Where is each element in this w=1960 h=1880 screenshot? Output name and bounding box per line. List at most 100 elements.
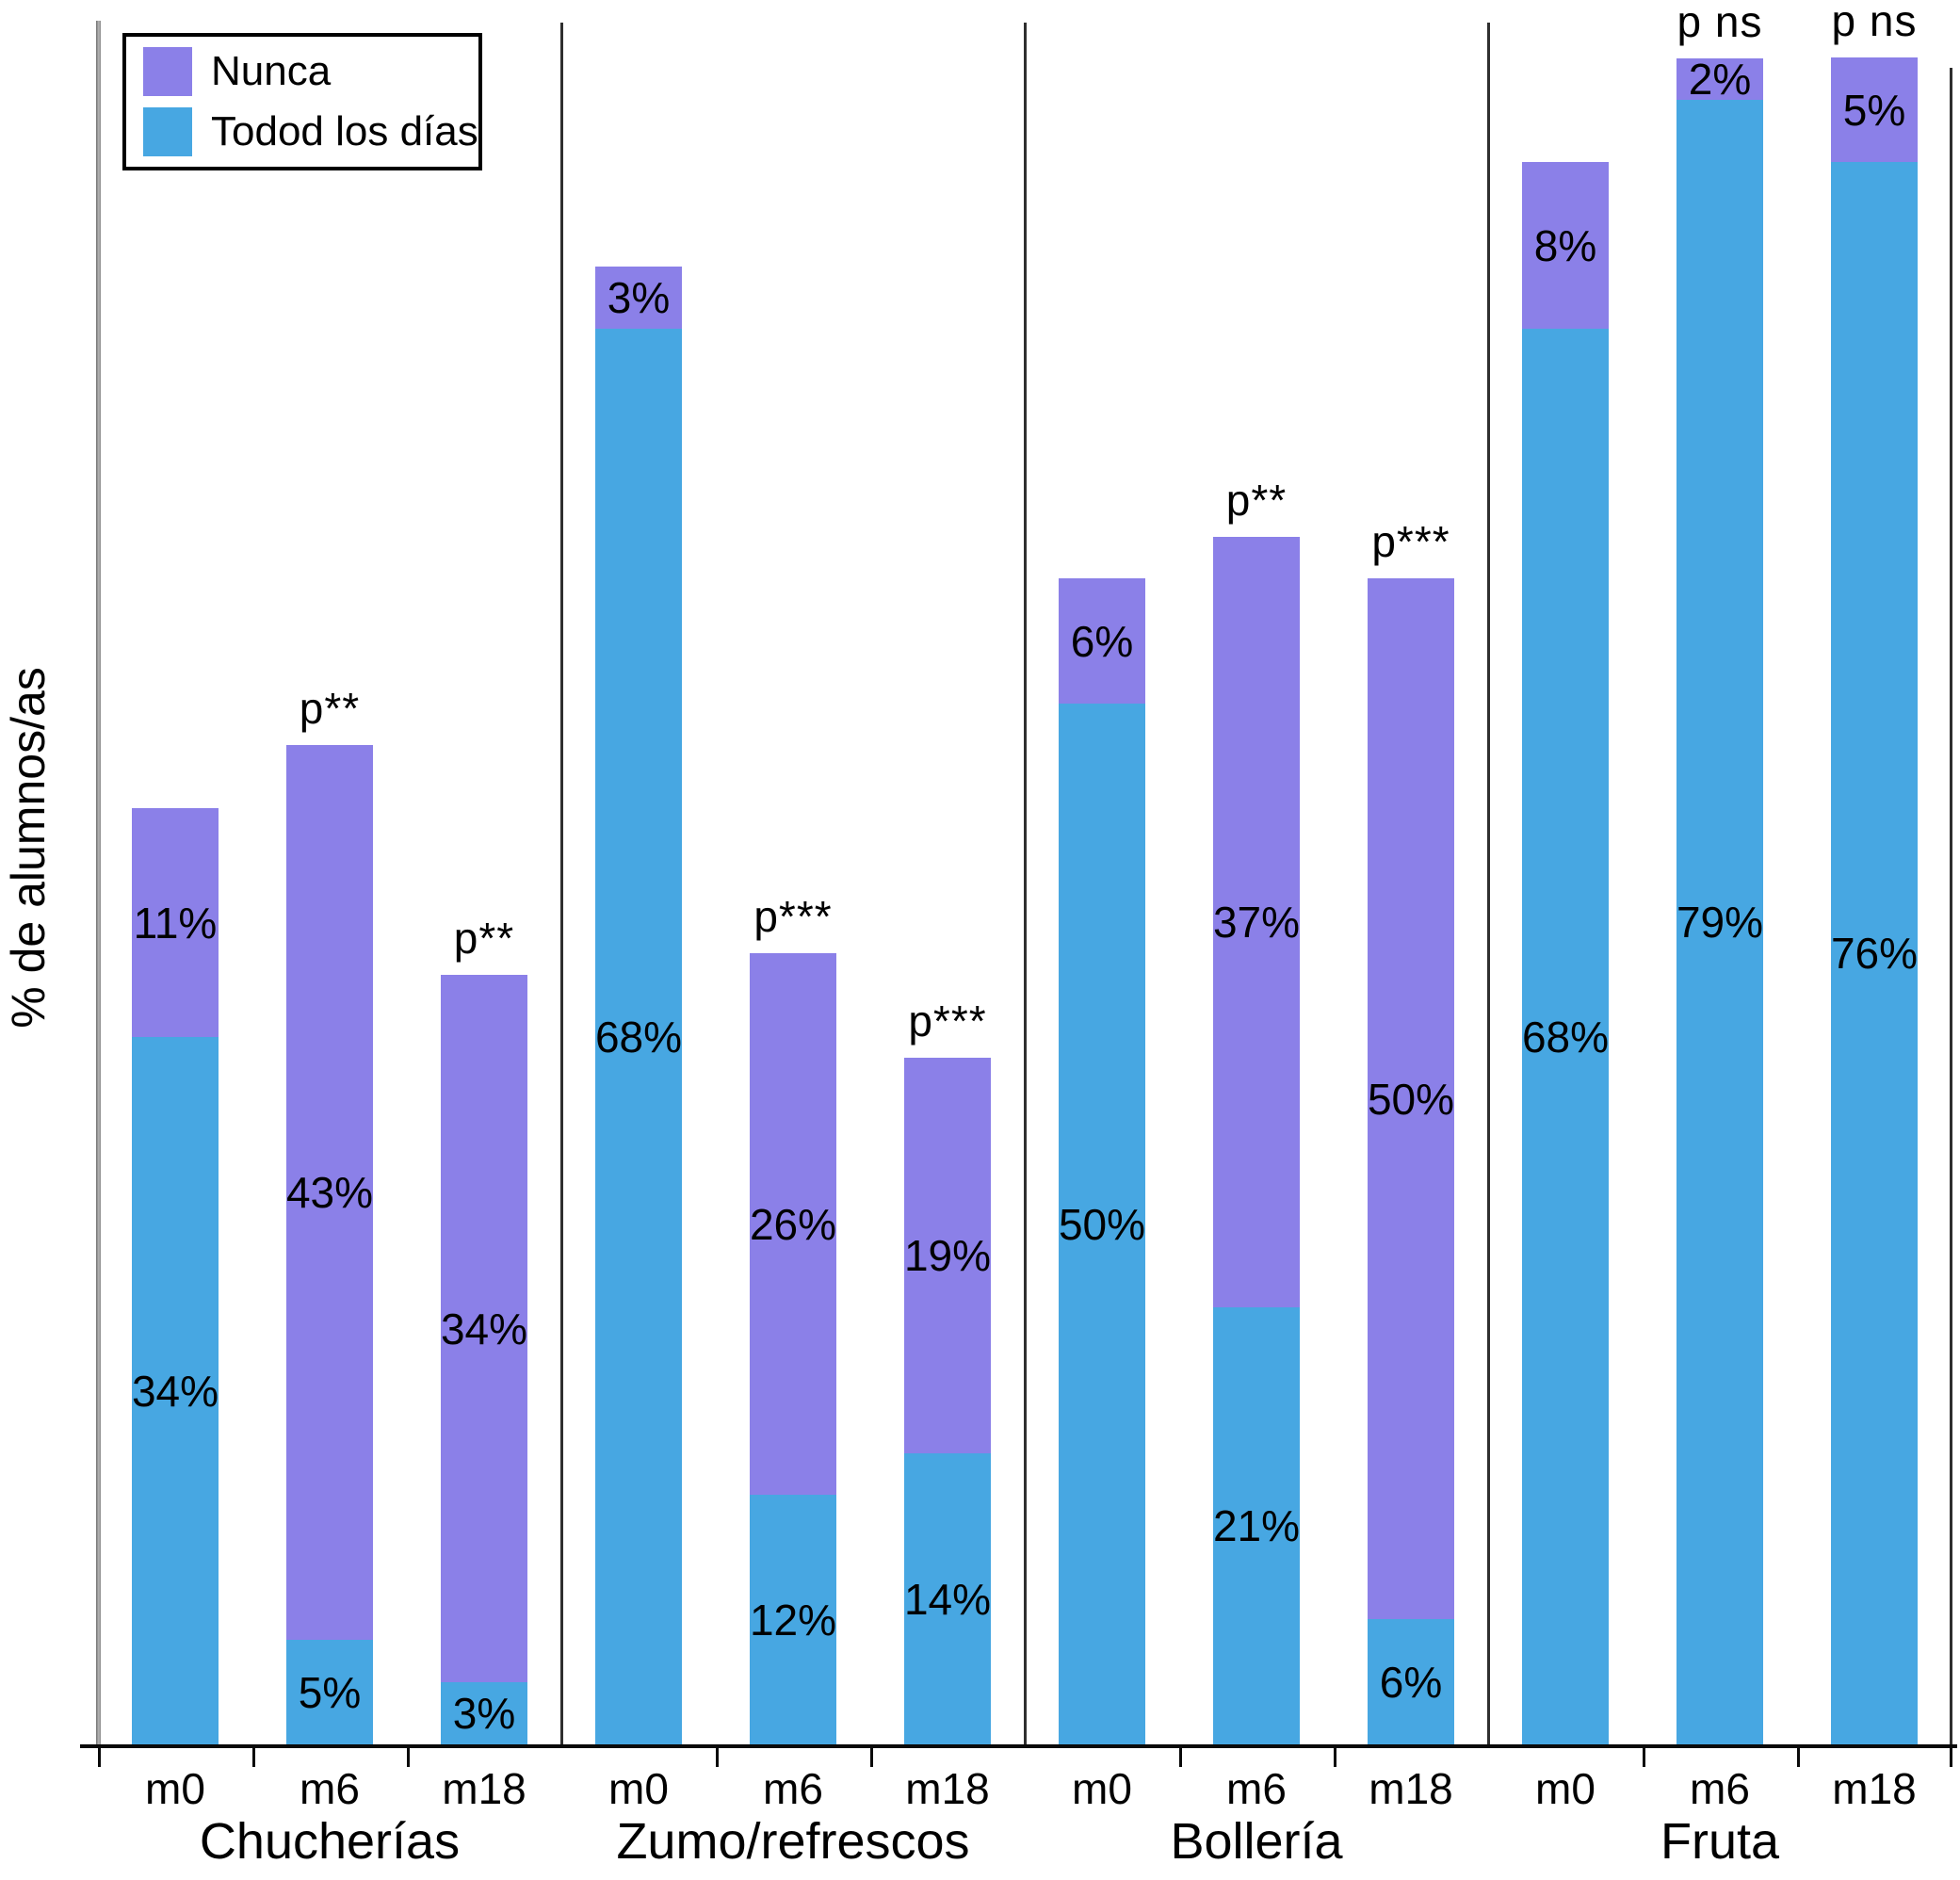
stacked-bar-Bollería-m6: 37% 21% — [1213, 537, 1300, 1744]
todos-value-label: 68% — [1521, 1012, 1610, 1062]
todos-segment: 6% — [1368, 1619, 1454, 1744]
stacked-bar-Zumo/refrescos-m18: 19% 14% — [904, 1058, 991, 1744]
x-axis-tick — [1797, 1748, 1800, 1767]
nunca-segment: 43% — [286, 745, 373, 1640]
group-label-Fruta: Fruta — [1660, 1813, 1780, 1870]
todos-segment: 12% — [750, 1495, 836, 1744]
x-tick-label-m6: m6 — [763, 1764, 823, 1813]
x-axis-tick — [1643, 1748, 1645, 1767]
todos-value-label: 76% — [1830, 929, 1919, 978]
nunca-color-swatch — [143, 47, 192, 96]
legend-label-nunca: Nunca — [211, 48, 332, 94]
todos-value-label: 21% — [1212, 1501, 1301, 1550]
nunca-value-label: 19% — [903, 1231, 992, 1280]
todos-segment: 50% — [1059, 704, 1145, 1744]
x-axis-tick — [716, 1748, 719, 1767]
stacked-bar-Chucherías-m18: 34% 3% — [441, 975, 527, 1744]
x-axis-tick — [1950, 1748, 1952, 1767]
todos-value-label: 12% — [749, 1595, 837, 1645]
y-axis-label: % de alumnos/as — [2, 667, 55, 1029]
x-tick-label-m18: m18 — [442, 1764, 526, 1813]
x-axis-tick — [1334, 1748, 1336, 1767]
stacked-bar-Fruta-m6: 2% 79% — [1677, 55, 1763, 1744]
x-tick-label-m0: m0 — [1535, 1764, 1596, 1813]
p-value-annotation: p*** — [753, 892, 833, 941]
x-tick-label-m0: m0 — [1072, 1764, 1132, 1813]
nunca-value-label: 6% — [1070, 616, 1134, 666]
nunca-segment: 50% — [1368, 578, 1454, 1619]
x-tick-label-m6: m6 — [300, 1764, 360, 1813]
nunca-value-label: 37% — [1212, 898, 1301, 947]
todos-segment: 68% — [1522, 329, 1609, 1744]
todos-value-label: 6% — [1379, 1657, 1443, 1707]
todos-value-label: 68% — [594, 1012, 683, 1062]
stacked-bar-Fruta-m0: 8% 68% — [1522, 162, 1609, 1744]
nunca-value-label: 8% — [1533, 220, 1597, 270]
nunca-segment: 6% — [1059, 578, 1145, 704]
legend-item-nunca: Nunca — [143, 47, 478, 96]
p-value-annotation: p** — [299, 684, 361, 733]
stacked-bar-Fruta-m18: 5% 76% — [1831, 57, 1918, 1744]
todos-segment: 3% — [441, 1682, 527, 1744]
x-tick-label-m18: m18 — [1369, 1764, 1453, 1813]
nunca-segment: 5% — [1831, 57, 1918, 162]
nunca-segment: 34% — [441, 975, 527, 1682]
nunca-value-label: 26% — [749, 1199, 837, 1249]
todos-value-label: 79% — [1676, 898, 1764, 947]
stacked-bar-Zumo/refrescos-m6: 26% 12% — [750, 953, 836, 1744]
x-axis-tick — [1179, 1748, 1182, 1767]
x-tick-label-m0: m0 — [608, 1764, 669, 1813]
p-value-annotation: p*** — [1371, 517, 1450, 566]
legend: Nunca Todod los días — [122, 33, 482, 170]
legend-item-todos: Todod los días — [143, 107, 478, 156]
nunca-value-label: 3% — [607, 273, 671, 322]
todos-segment: 79% — [1677, 100, 1763, 1744]
legend-label-todos: Todod los días — [211, 108, 478, 154]
todos-value-label: 5% — [298, 1667, 362, 1717]
todos-segment: 34% — [132, 1037, 219, 1744]
stacked-bar-Bollería-m0: 6% 50% — [1059, 578, 1145, 1744]
todos-value-label: 14% — [903, 1574, 992, 1624]
p-value-annotation: p ns — [1677, 0, 1763, 46]
nunca-segment: 11% — [132, 808, 219, 1037]
nunca-segment: 8% — [1522, 162, 1609, 329]
todos-value-label: 50% — [1058, 1199, 1146, 1249]
todos-color-swatch — [143, 107, 192, 156]
x-axis-line — [80, 1744, 1957, 1748]
stacked-bar-Zumo/refrescos-m0: 3% 68% — [595, 267, 682, 1744]
nunca-segment: 3% — [595, 267, 682, 329]
todos-segment: 14% — [904, 1453, 991, 1744]
group-divider — [560, 23, 563, 1744]
nunca-segment: 19% — [904, 1058, 991, 1453]
p-value-annotation: p** — [453, 914, 515, 963]
x-axis-tick — [870, 1748, 873, 1767]
todos-segment: 21% — [1213, 1307, 1300, 1744]
x-tick-label-m6: m6 — [1226, 1764, 1287, 1813]
todos-value-label: 3% — [452, 1689, 516, 1738]
x-axis-tick — [98, 1748, 101, 1767]
stacked-bar-Bollería-m18: 50% 6% — [1368, 578, 1454, 1744]
nunca-segment: 26% — [750, 953, 836, 1495]
nunca-value-label: 5% — [1842, 85, 1906, 135]
nunca-value-label: 11% — [133, 898, 218, 948]
x-tick-label-m18: m18 — [1832, 1764, 1917, 1813]
todos-segment: 68% — [595, 329, 682, 1744]
group-label-Chucherías: Chucherías — [199, 1813, 461, 1870]
x-axis-tick — [407, 1748, 410, 1767]
p-value-annotation: p ns — [1831, 0, 1918, 45]
y-axis-spine — [96, 21, 101, 1744]
todos-segment: 76% — [1831, 162, 1918, 1744]
x-tick-label-m0: m0 — [145, 1764, 205, 1813]
nunca-value-label: 2% — [1688, 55, 1752, 104]
group-divider — [1487, 23, 1490, 1744]
nunca-value-label: 34% — [440, 1304, 528, 1353]
p-value-annotation: p*** — [908, 997, 987, 1045]
x-tick-label-m6: m6 — [1690, 1764, 1750, 1813]
x-axis-tick — [252, 1748, 255, 1767]
nunca-value-label: 50% — [1367, 1074, 1455, 1124]
stacked-bar-Chucherías-m0: 11% 34% — [132, 808, 219, 1744]
group-label-Zumo/refrescos: Zumo/refrescos — [616, 1813, 970, 1870]
nunca-segment: 2% — [1677, 55, 1763, 104]
x-tick-label-m18: m18 — [905, 1764, 990, 1813]
